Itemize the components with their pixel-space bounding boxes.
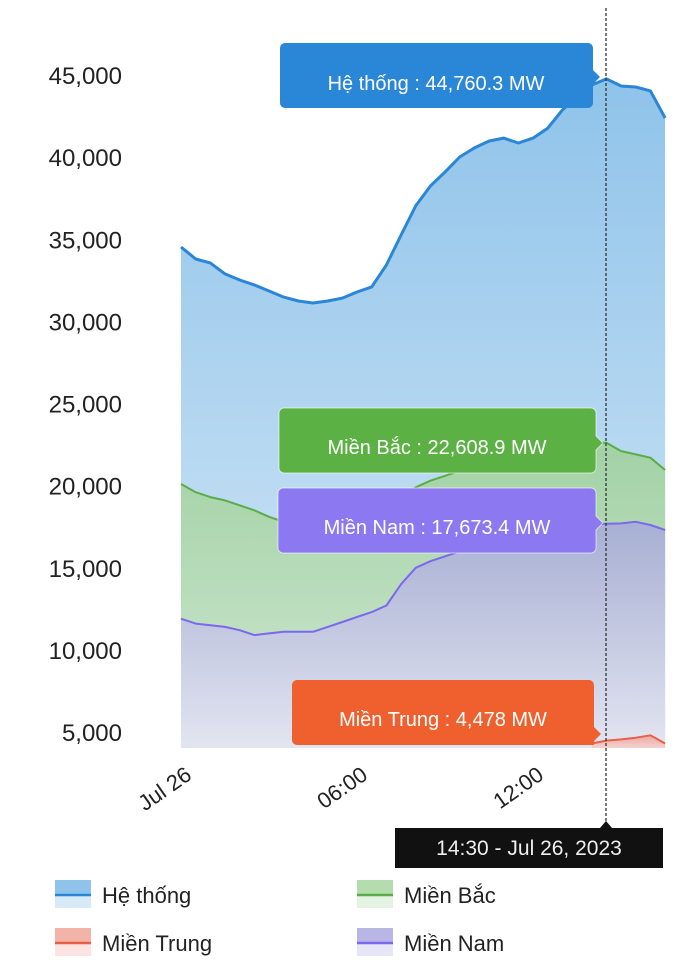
legend-swatch-fade [55, 944, 91, 956]
legend-item[interactable]: Hệ thống [55, 880, 191, 908]
legend-swatch [357, 880, 393, 896]
y-tick-label: 30,000 [49, 309, 122, 336]
legend-swatch-fade [357, 944, 393, 956]
y-tick-label: 35,000 [49, 227, 122, 254]
tooltip-he-thong: Hệ thống : 44,760.3 MW [280, 43, 600, 108]
tooltip-he-thong-text: Hệ thống : 44,760.3 MW [328, 73, 545, 95]
y-tick-label: 15,000 [49, 556, 122, 583]
tooltip-mien-bac-text: Miền Bắc : 22,608.9 MW [328, 436, 547, 459]
legend-swatch [55, 928, 91, 944]
y-tick-label: 25,000 [49, 392, 122, 419]
y-tick-label: 40,000 [49, 145, 122, 172]
legend-label: Miền Nam [404, 931, 504, 956]
x-tick-label: Jul 26 [133, 762, 195, 816]
time-tooltip: 14:30 - Jul 26, 2023 [395, 821, 663, 868]
tooltip-mien-trung: Miền Trung : 4,478 MW [292, 680, 601, 745]
y-tick-label: 5,000 [62, 720, 122, 747]
legend-label: Miền Bắc [404, 883, 496, 908]
tooltip-mien-nam-text: Miền Nam : 17,673.4 MW [324, 517, 551, 539]
legend-swatch [55, 880, 91, 896]
legend-swatch-fade [55, 896, 91, 908]
legend-item[interactable]: Miền Nam [357, 928, 504, 956]
line-mien-trung [591, 734, 666, 745]
time-tooltip-text: 14:30 - Jul 26, 2023 [436, 837, 622, 860]
x-tick-label: 06:00 [312, 762, 371, 814]
y-tick-label: 45,000 [49, 63, 122, 90]
legend-swatch-fade [357, 896, 393, 908]
legend-label: Miền Trung [102, 931, 212, 956]
legend-item[interactable]: Miền Bắc [357, 880, 496, 908]
legend-swatch [357, 928, 393, 944]
x-tick-label: 12:00 [489, 762, 548, 814]
y-tick-label: 10,000 [49, 638, 122, 665]
tooltip-mien-bac: Miền Bắc : 22,608.9 MW [278, 407, 604, 474]
area-mien-trung [591, 735, 666, 748]
legend-item[interactable]: Miền Trung [55, 928, 212, 956]
y-tick-label: 20,000 [49, 474, 122, 501]
tooltip-mien-trung-text: Miền Trung : 4,478 MW [339, 709, 547, 731]
legend: Hệ thống Miền Bắc Miền Trung Miền Nam [55, 880, 504, 956]
y-axis: 45,000 40,000 35,000 30,000 25,000 20,000 15,0… [49, 63, 122, 747]
tooltip-mien-nam: Miền Nam : 17,673.4 MW [277, 487, 604, 554]
x-axis: Jul 26 06:00 12:00 [133, 762, 548, 816]
legend-label: Hệ thống [102, 883, 191, 908]
